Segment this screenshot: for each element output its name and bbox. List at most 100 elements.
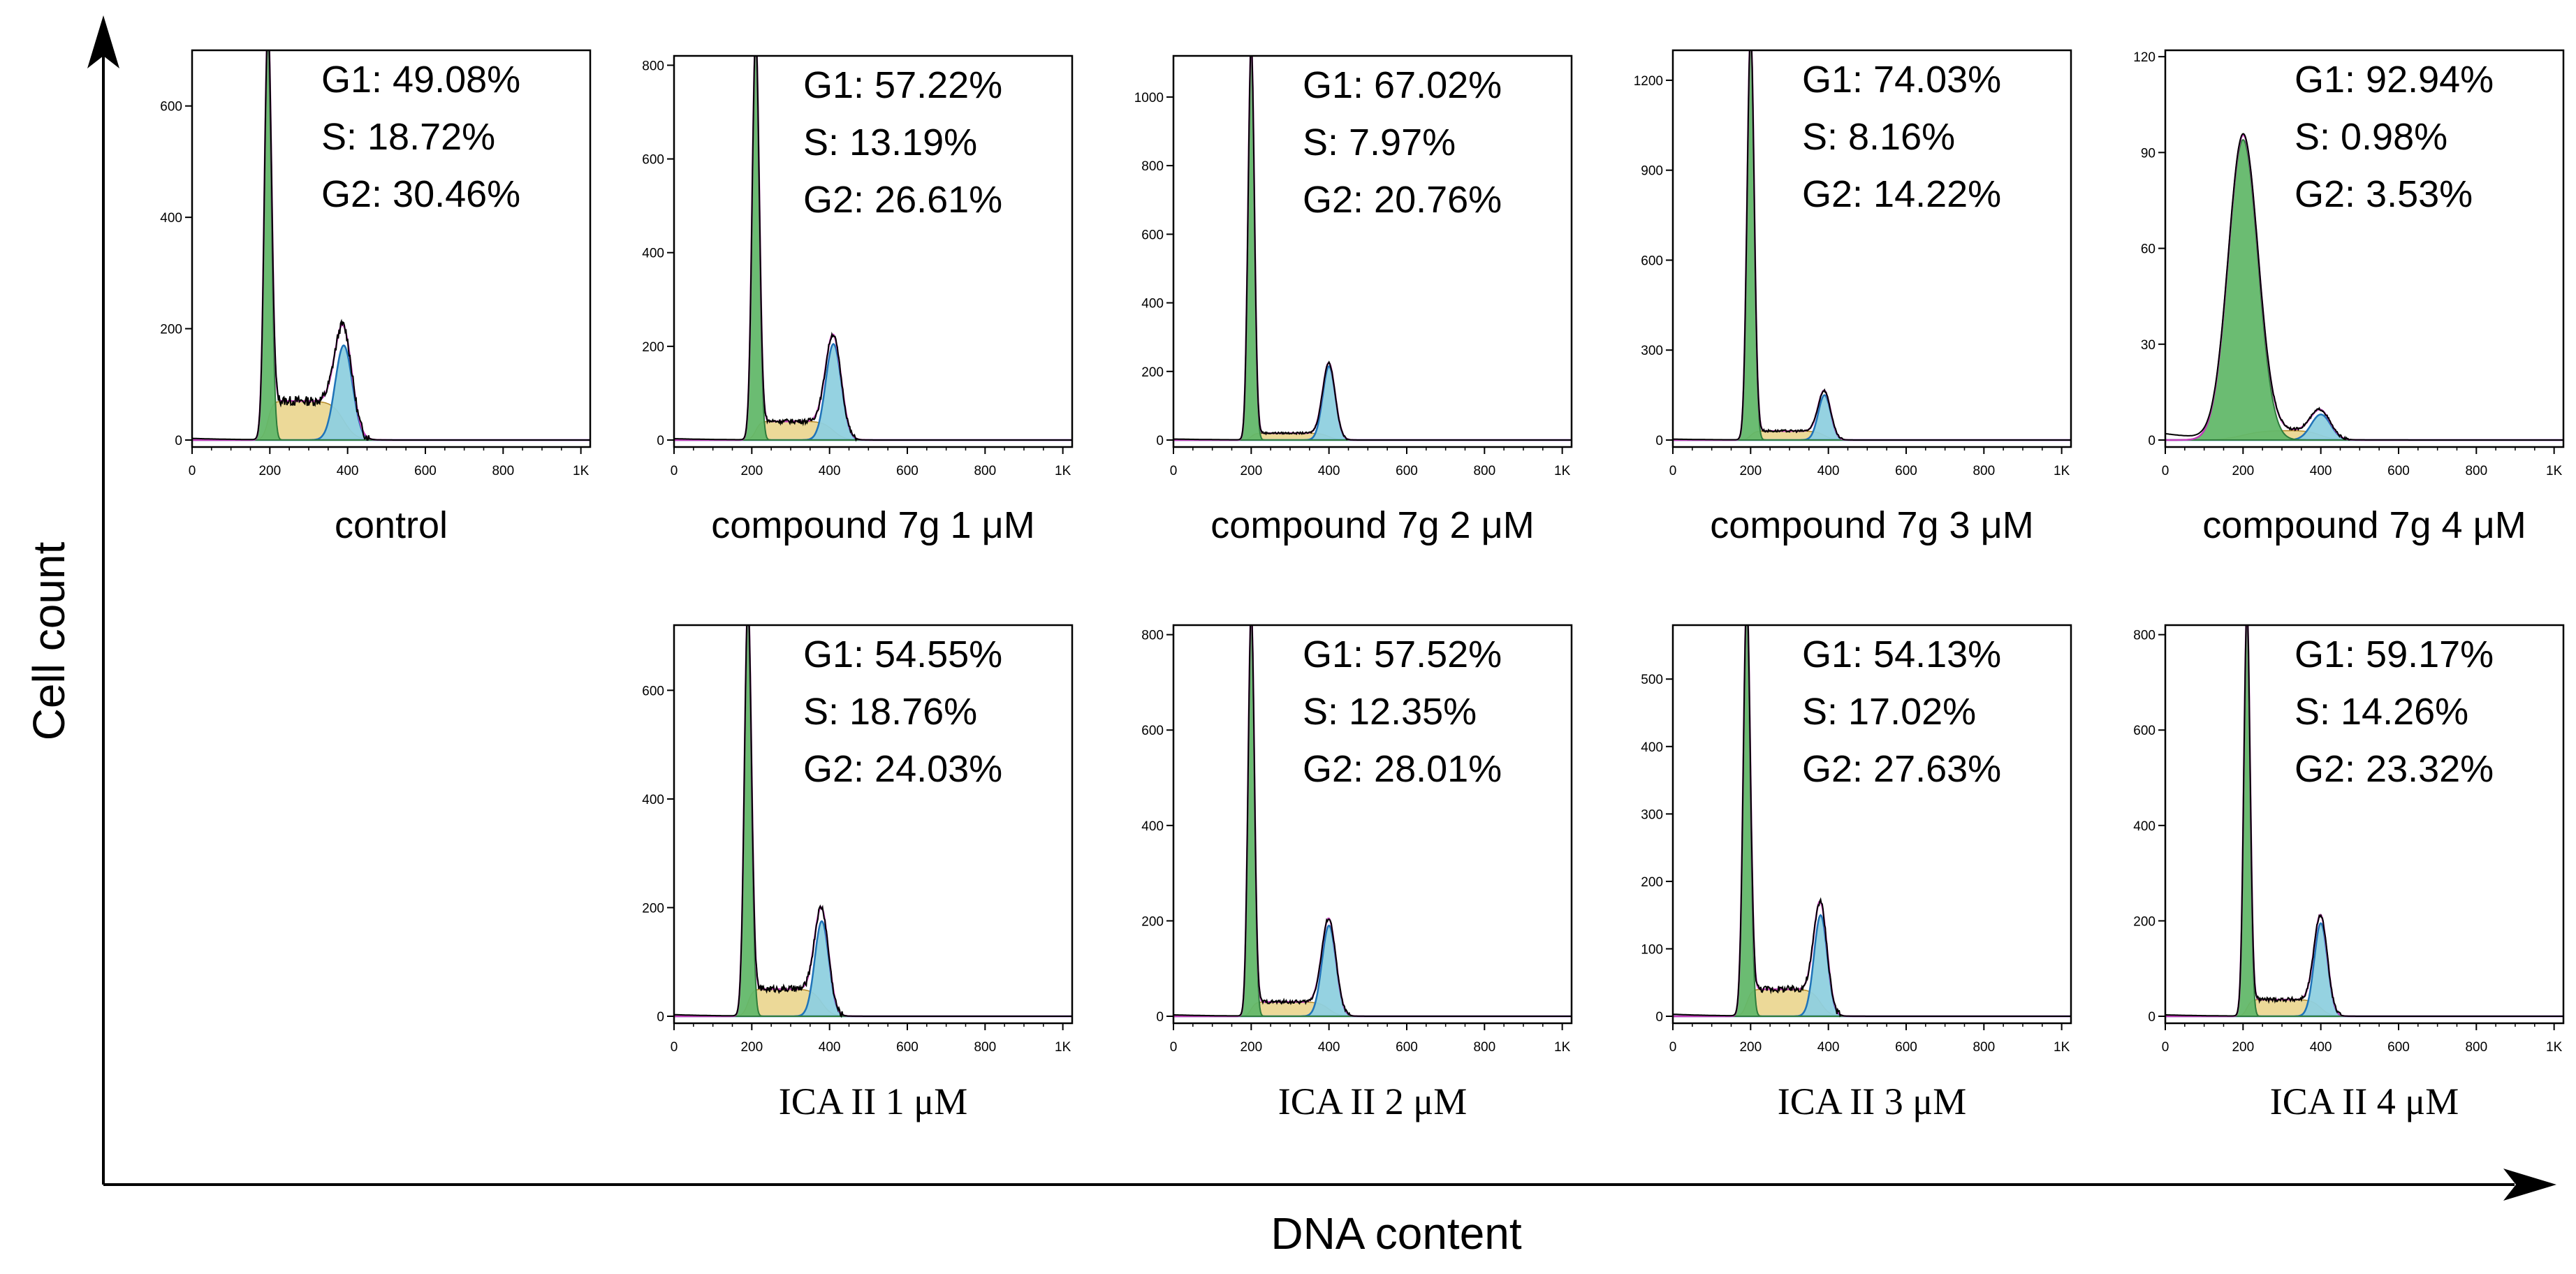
g2-percent-label: G2: 30.46%: [321, 173, 520, 215]
s-phase-area: [192, 400, 590, 441]
g1-percent-label: G1: 92.94%: [2295, 59, 2494, 101]
x-tick-label: 800: [974, 464, 996, 478]
x-tick-label: 0: [2162, 1040, 2169, 1055]
y-tick-label: 200: [1141, 914, 1164, 929]
g1-phase-area: [2165, 625, 2563, 1017]
x-tick-label: 200: [1240, 1040, 1262, 1055]
x-tick-label: 600: [2387, 1040, 2410, 1055]
histogram-panel-5: 0 30 60 90 120 0 200 400 600 800 1K G1: 92.94% S: 0.…: [2133, 49, 2565, 546]
histogram-panel-6: 0 200 400 600 0 200 400 600 800 1K G1: 54.55% S: 18…: [642, 624, 1074, 1122]
x-tick-label: 400: [337, 464, 359, 478]
raw-data-line: [674, 56, 1072, 442]
y-tick-label: 0: [175, 434, 182, 448]
s-percent-label: S: 0.98%: [2295, 116, 2447, 158]
y-tick-label: 120: [2133, 50, 2156, 65]
x-tick-label: 1K: [1055, 464, 1071, 478]
plot-area: [2165, 625, 2563, 1018]
y-tick-label: 800: [1141, 629, 1164, 643]
s-percent-label: S: 8.16%: [1802, 116, 1955, 158]
y-tick-label: 200: [642, 901, 664, 916]
s-percent-label: S: 17.02%: [1802, 691, 1976, 733]
y-tick-label: 400: [1641, 740, 1663, 755]
g1-percent-label: G1: 59.17%: [2295, 634, 2494, 675]
x-tick-label: 1K: [1055, 1040, 1071, 1055]
x-tick-label: 1K: [2054, 1040, 2070, 1055]
x-tick-label: 600: [1396, 1040, 1418, 1055]
x-tick-label: 200: [1739, 464, 1762, 478]
x-tick-label: 400: [1817, 464, 1840, 478]
plot-area: [1673, 50, 2071, 441]
x-tick-label: 800: [2465, 464, 2487, 478]
y-tick-label: 200: [1641, 875, 1663, 890]
g2-percent-label: G2: 23.32%: [2295, 748, 2494, 790]
y-tick-label: 0: [657, 1010, 664, 1025]
g1-percent-label: G1: 54.13%: [1802, 634, 2001, 675]
y-axis-arrowhead: [87, 15, 119, 68]
s-phase-area: [1673, 430, 2071, 441]
y-tick-label: 100: [1641, 942, 1663, 957]
y-tick-label: 600: [2133, 724, 2156, 738]
histogram-panel-2: 0 200 400 600 800 0 200 400 600 800 1K G1: 57.22% S:…: [642, 54, 1074, 546]
panel-caption: ICA II 3 μM: [1778, 1081, 1966, 1122]
x-tick-label: 600: [2387, 464, 2410, 478]
histogram-panel-9: 0 200 400 600 800 0 200 400 600 800 1K G1: 59.17% S:…: [2133, 624, 2565, 1122]
x-tick-label: 0: [671, 1040, 678, 1055]
y-tick-label: 30: [2141, 338, 2156, 353]
plot-frame: [673, 54, 1074, 448]
g2-phase-area: [1673, 914, 2071, 1018]
x-tick-label: 1K: [2546, 464, 2563, 478]
y-tick-label: 400: [2133, 819, 2156, 834]
x-tick-label: 1K: [573, 464, 590, 478]
x-tick-label: 0: [671, 464, 678, 478]
y-tick-label: 400: [642, 247, 664, 261]
x-tick-label: 600: [896, 464, 919, 478]
plot-area: [1673, 625, 2071, 1018]
x-tick-label: 600: [1895, 1040, 1917, 1055]
y-tick-label: 800: [1141, 159, 1164, 174]
y-tick-label: 90: [2141, 146, 2156, 161]
x-tick-label: 800: [1473, 1040, 1495, 1055]
x-tick-label: 800: [2465, 1040, 2487, 1055]
g2-phase-area: [192, 344, 590, 441]
g2-phase-area: [674, 343, 1072, 441]
y-tick-label: 200: [2133, 914, 2156, 929]
raw-data-line: [1673, 50, 2071, 441]
y-tick-label: 900: [1641, 164, 1663, 179]
x-tick-label: 400: [1318, 464, 1340, 478]
y-tick-label: 300: [1641, 807, 1663, 822]
panel-caption: compound 7g 1 μM: [711, 504, 1034, 546]
y-tick-label: 0: [2148, 1010, 2156, 1025]
g1-percent-label: G1: 74.03%: [1802, 59, 2001, 101]
x-tick-label: 0: [1170, 464, 1178, 478]
y-tick-label: 500: [1641, 673, 1663, 687]
plot-area: [674, 625, 1072, 1018]
y-tick-label: 0: [1156, 1010, 1164, 1025]
g2-phase-area: [2165, 922, 2563, 1018]
x-tick-label: 200: [258, 464, 281, 478]
plot-area: [1173, 56, 1572, 441]
x-tick-label: 600: [896, 1040, 919, 1055]
y-tick-label: 800: [642, 59, 664, 73]
histogram-panel-4: 0 300 600 900 1200 0 200 400 600 800 1K G1: 74.03% S…: [1634, 49, 2072, 546]
plot-area: [674, 56, 1072, 442]
s-percent-label: S: 18.72%: [321, 116, 495, 158]
plot-area: [192, 50, 590, 441]
x-tick-label: 1K: [1554, 464, 1571, 478]
x-tick-label: 400: [2310, 1040, 2332, 1055]
histogram-panel-8: 0 100 200 300 400 500 0 200 400 600 800 1K G1: 54.13…: [1641, 624, 2072, 1122]
g1-percent-label: G1: 57.52%: [1303, 634, 1502, 675]
x-tick-label: 1K: [2054, 464, 2070, 478]
x-tick-label: 800: [1473, 464, 1495, 478]
panel-caption: compound 7g 3 μM: [1710, 504, 2033, 546]
panel-caption: compound 7g 2 μM: [1210, 504, 1534, 546]
x-axis-arrowhead: [2503, 1169, 2556, 1201]
s-phase-area: [1173, 1001, 1572, 1017]
g2-phase-area: [1173, 924, 1572, 1018]
x-axis-label: DNA content: [1271, 1208, 1522, 1259]
y-tick-label: 600: [1141, 228, 1164, 242]
raw-data-line: [192, 50, 590, 441]
x-tick-label: 200: [1240, 464, 1262, 478]
y-tick-label: 300: [1641, 344, 1663, 358]
plot-frame: [1671, 49, 2072, 448]
